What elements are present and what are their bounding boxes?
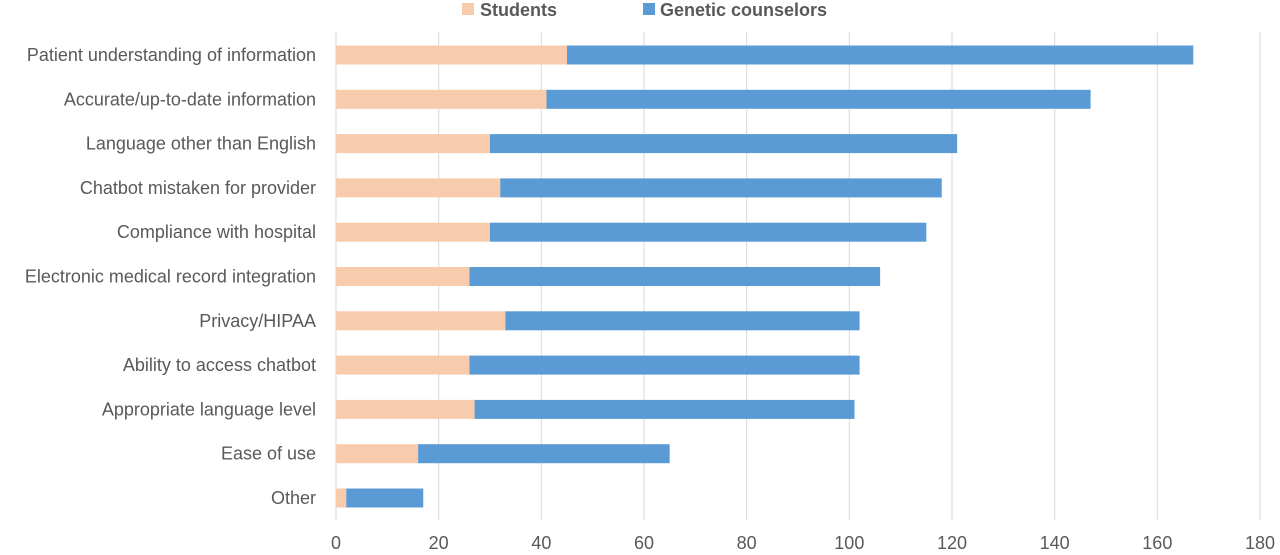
category-labels: Patient understanding of information Accu… xyxy=(25,45,316,508)
bars xyxy=(336,45,1194,508)
bar-students xyxy=(336,311,506,331)
category-label: Privacy/HIPAA xyxy=(199,311,316,331)
legend-label-genetic-counselors: Genetic counselors xyxy=(660,0,827,20)
bar-students xyxy=(336,89,547,109)
bar-genetic-counselors xyxy=(490,134,958,154)
x-tick-label: 100 xyxy=(834,533,864,553)
x-tick-labels: 0 20 40 60 80 100 120 140 160 180 xyxy=(331,533,1275,553)
bar-students xyxy=(336,178,501,198)
legend: Students Genetic counselors xyxy=(462,0,827,20)
bar-students xyxy=(336,399,475,419)
bar-students xyxy=(336,45,567,65)
bar-students xyxy=(336,355,470,375)
category-label: Accurate/up-to-date information xyxy=(64,89,316,109)
bar-genetic-counselors xyxy=(469,355,860,375)
bar-genetic-counselors xyxy=(346,488,424,508)
category-label: Electronic medical record integration xyxy=(25,267,316,287)
category-label: Other xyxy=(271,488,316,508)
category-label: Ease of use xyxy=(221,444,316,464)
bar-students xyxy=(336,267,470,286)
category-label: Ability to access chatbot xyxy=(123,355,316,375)
x-tick-label: 20 xyxy=(429,533,449,553)
x-tick-label: 40 xyxy=(531,533,551,553)
bar-genetic-counselors xyxy=(474,399,855,419)
bar-genetic-counselors xyxy=(469,267,881,286)
category-label: Language other than English xyxy=(86,134,316,154)
x-tick-label: 0 xyxy=(331,533,341,553)
bar-genetic-counselors xyxy=(490,222,927,242)
bar-genetic-counselors xyxy=(500,178,942,198)
bar-students xyxy=(336,488,347,508)
bar-genetic-counselors xyxy=(505,311,860,331)
x-tick-label: 60 xyxy=(634,533,654,553)
bar-genetic-counselors xyxy=(546,89,1091,109)
legend-swatch-students xyxy=(462,3,474,15)
bar-students xyxy=(336,444,419,464)
bar-genetic-counselors xyxy=(567,45,1194,65)
bar-students xyxy=(336,134,490,154)
x-tick-label: 160 xyxy=(1142,533,1172,553)
category-label: Compliance with hospital xyxy=(117,222,316,242)
category-label: Chatbot mistaken for provider xyxy=(80,178,316,198)
bar-students xyxy=(336,222,490,242)
category-label: Patient understanding of information xyxy=(27,45,316,65)
x-tick-label: 80 xyxy=(737,533,757,553)
legend-label-students: Students xyxy=(480,0,557,20)
category-label: Appropriate language level xyxy=(102,399,316,419)
bar-genetic-counselors xyxy=(418,444,670,464)
legend-swatch-genetic-counselors xyxy=(643,3,655,15)
x-tick-label: 140 xyxy=(1040,533,1070,553)
x-tick-label: 180 xyxy=(1245,533,1275,553)
x-tick-label: 120 xyxy=(937,533,967,553)
